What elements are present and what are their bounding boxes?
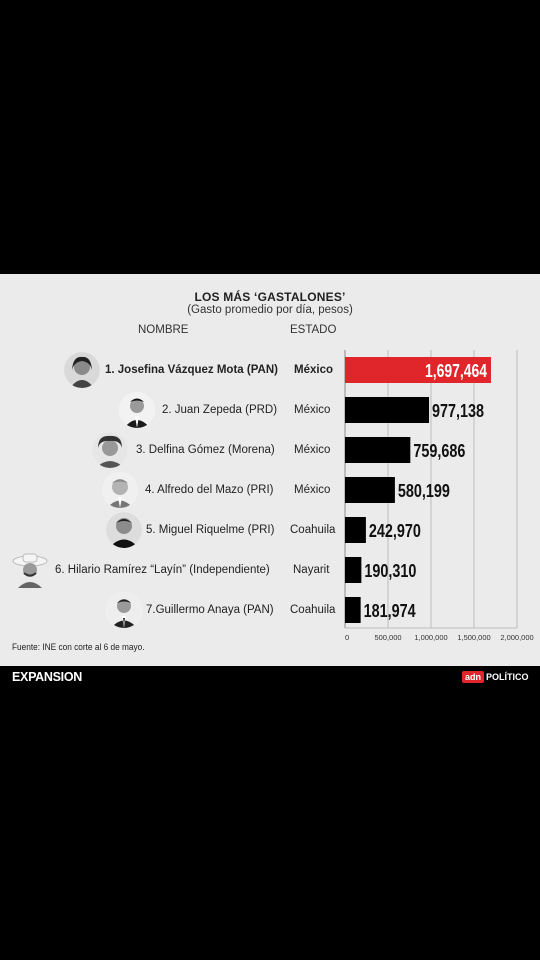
- avatar: [119, 392, 155, 428]
- bar: [345, 477, 395, 503]
- row-state: México: [294, 484, 331, 496]
- row-state: México: [294, 444, 331, 456]
- x-tick-label: 500,000: [374, 633, 401, 642]
- avatar: [102, 472, 138, 508]
- bar: [345, 557, 362, 583]
- column-header-estado: ESTADO: [290, 324, 337, 336]
- row-name: 6. Hilario Ramírez “Layín” (Independient…: [55, 564, 270, 576]
- source-note: Fuente: INE con corte al 6 de mayo.: [12, 642, 145, 652]
- x-tick-label: 1,500,000: [457, 633, 490, 642]
- row-name: 5. Miguel Riquelme (PRI): [146, 524, 275, 536]
- bar: [345, 397, 430, 423]
- brand-footer: EXPANSION adn POLÍTICO: [0, 666, 540, 688]
- column-header-nombre: NOMBRE: [138, 324, 189, 336]
- bar-value-label: 580,199: [398, 481, 450, 501]
- politico-text: POLÍTICO: [486, 671, 529, 682]
- avatar: [92, 432, 128, 468]
- row-state: México: [294, 364, 333, 376]
- chart-subtitle: (Gasto promedio por día, pesos): [187, 304, 353, 316]
- avatar: [106, 592, 142, 628]
- bar: [345, 437, 411, 463]
- bar-value-label: 190,310: [364, 561, 416, 581]
- x-tick-label: 1,000,000: [414, 633, 447, 642]
- bar: [345, 517, 366, 543]
- row-state: Coahuila: [290, 604, 336, 616]
- bar-value-label: 759,686: [413, 441, 465, 461]
- chart-title: LOS MÁS ‘GASTALONES’: [194, 290, 346, 304]
- bar: [345, 357, 491, 383]
- adn-politico-logo: adn POLÍTICO: [462, 670, 529, 683]
- bar-value-label: 1,697,464: [425, 361, 487, 381]
- bar-value-label: 977,138: [432, 401, 484, 421]
- avatar: [12, 552, 48, 588]
- bar-value-label: 242,970: [369, 521, 421, 541]
- bar-value-label: 181,974: [364, 601, 416, 621]
- row-name: 1. Josefina Vázquez Mota (PAN): [105, 364, 278, 376]
- x-tick-label: 2,000,000: [500, 633, 533, 642]
- avatar: [64, 352, 100, 388]
- row-name: 2. Juan Zepeda (PRD): [162, 404, 278, 416]
- bar: [345, 597, 361, 623]
- x-tick-label: 0: [345, 633, 349, 642]
- row-state: Coahuila: [290, 524, 336, 536]
- row-state: Nayarit: [293, 564, 330, 576]
- infographic-card: LOS MÁS ‘GASTALONES’ (Gasto promedio por…: [0, 274, 540, 666]
- avatar: [106, 512, 142, 548]
- row-name: 4. Alfredo del Mazo (PRI): [145, 484, 274, 496]
- adn-mark: adn: [462, 670, 485, 683]
- bar-chart: 0 500,000 1,000,000 1,500,000 2,000,000 1,697…: [344, 350, 534, 642]
- row-name: 7.Guillermo Anaya (PAN): [146, 604, 274, 616]
- expansion-logo: EXPANSION: [12, 670, 82, 684]
- row-state: México: [294, 404, 331, 416]
- row-name: 3. Delfina Gómez (Morena): [136, 444, 275, 456]
